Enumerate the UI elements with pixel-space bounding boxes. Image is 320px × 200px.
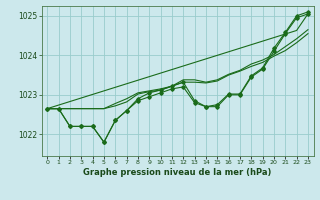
X-axis label: Graphe pression niveau de la mer (hPa): Graphe pression niveau de la mer (hPa) — [84, 168, 272, 177]
